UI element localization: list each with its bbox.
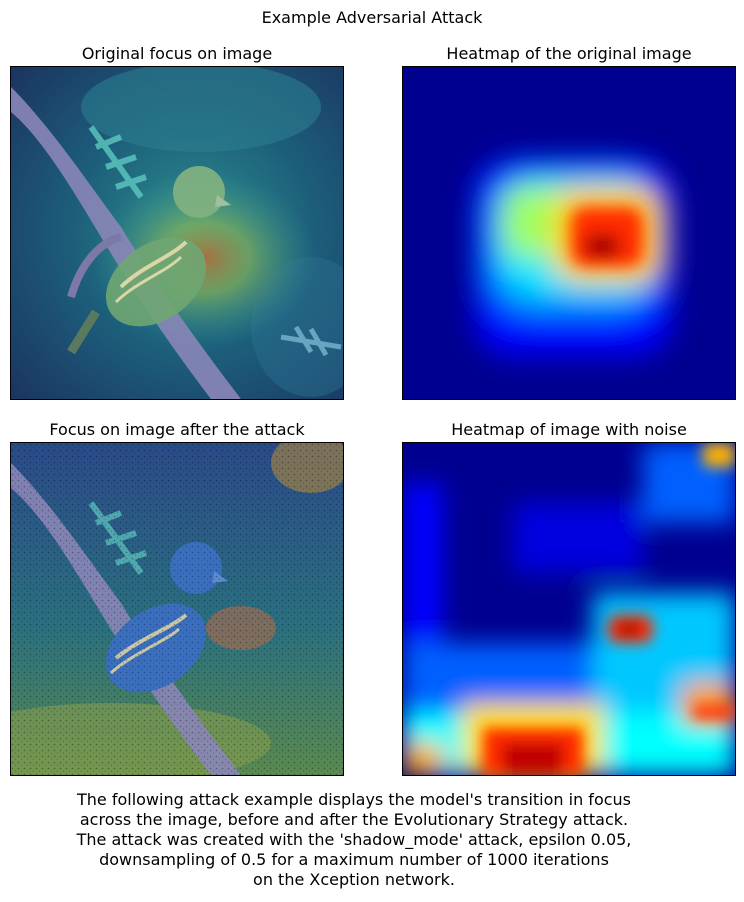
panel-title-original-focus: Original focus on image bbox=[81, 44, 273, 63]
panel-title-after-attack-focus: Focus on image after the attack bbox=[49, 420, 305, 439]
panel-title-noise-heatmap: Heatmap of image with noise bbox=[451, 420, 687, 439]
noise-heatmap-image bbox=[402, 442, 736, 776]
figure-title: Example Adversarial Attack bbox=[261, 8, 483, 27]
figure-caption: The following attack example displays th… bbox=[0, 790, 708, 890]
after-attack-focus-image bbox=[10, 442, 344, 776]
caption-line: The attack was created with the 'shadow_… bbox=[76, 830, 632, 849]
caption-line: The following attack example displays th… bbox=[76, 790, 631, 809]
panel-title-original-heatmap: Heatmap of the original image bbox=[446, 44, 692, 63]
original-focus-image bbox=[10, 66, 344, 400]
caption-line: across the image, before and after the E… bbox=[79, 810, 629, 829]
original-heatmap-image bbox=[402, 66, 736, 400]
caption-line: on the Xception network. bbox=[253, 870, 455, 889]
caption-line: downsampling of 0.5 for a maximum number… bbox=[99, 850, 609, 869]
